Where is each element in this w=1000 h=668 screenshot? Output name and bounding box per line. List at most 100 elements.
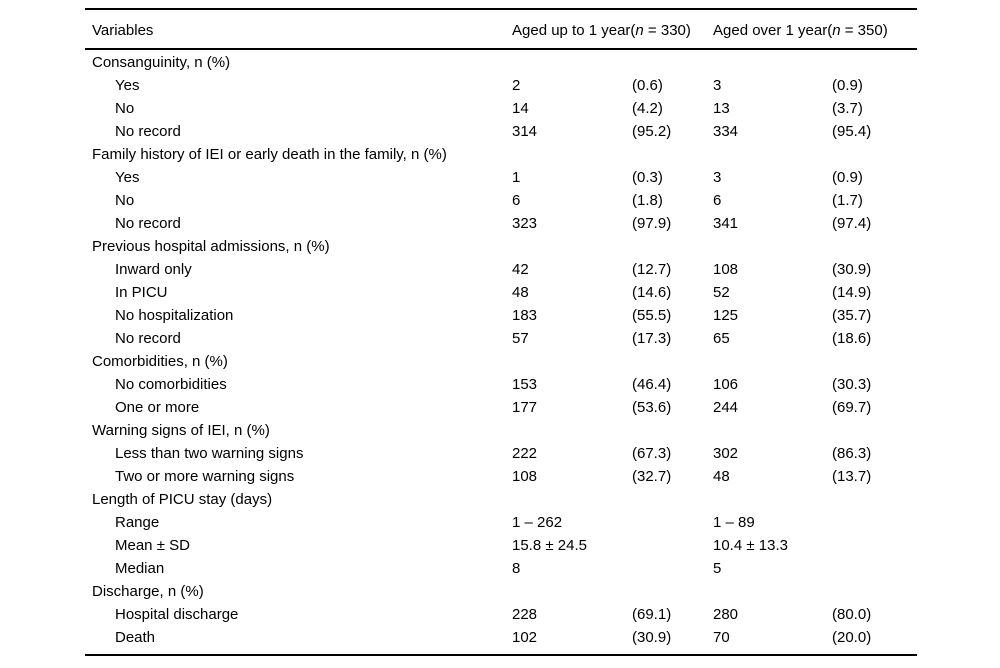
percent-aged-up-to-1-year: (32.7) [632,468,672,485]
count-aged-up-to-1-year: 8 [512,560,521,577]
row-label: Inward only [115,261,192,278]
count-aged-over-1-year: 244 [713,399,739,416]
table-row: No hospitalization 183 (55.5) 125 (35.7) [85,304,917,327]
percent-aged-over-1-year: (86.3) [832,445,872,462]
count-aged-up-to-1-year: 153 [512,376,538,393]
percent-aged-up-to-1-year: (17.3) [632,330,672,347]
percent-aged-over-1-year: (30.9) [832,261,872,278]
table-row: Yes 1 (0.3) 3 (0.9) [85,166,917,189]
count-aged-over-1-year: 52 [713,284,730,301]
table-row: Yes 2 (0.6) 3 (0.9) [85,74,917,97]
table-row: One or more 177 (53.6) 244 (69.7) [85,396,917,419]
percent-aged-over-1-year: (30.3) [832,376,872,393]
row-label: Mean ± SD [115,537,190,554]
row-label: Less than two warning signs [115,445,304,462]
header-variables: Variables [92,21,154,39]
count-aged-over-1-year: 106 [713,376,739,393]
percent-aged-up-to-1-year: (46.4) [632,376,672,393]
percent-aged-up-to-1-year: (69.1) [632,606,672,623]
table-row: Less than two warning signs 222 (67.3) 3… [85,442,917,465]
row-label: No comorbidities [115,376,227,393]
count-aged-over-1-year: 334 [713,123,739,140]
percent-aged-up-to-1-year: (30.9) [632,629,672,646]
count-aged-up-to-1-year: 228 [512,606,538,623]
count-aged-up-to-1-year: 42 [512,261,529,278]
percent-aged-up-to-1-year: (4.2) [632,100,663,117]
table-row: No 14 (4.2) 13 (3.7) [85,97,917,120]
header-group2-post: = 350) [840,21,888,39]
row-label: Warning signs of IEI, n (%) [92,422,270,439]
table-row: No record 57 (17.3) 65 (18.6) [85,327,917,350]
header-group1-post: = 330) [643,21,691,39]
count-aged-up-to-1-year: 314 [512,123,538,140]
row-label: Previous hospital admissions, n (%) [92,238,330,255]
table-row: Mean ± SD 15.8 ± 24.5 10.4 ± 13.3 [85,534,917,557]
count-aged-over-1-year: 302 [713,445,739,462]
row-label: No record [115,330,181,347]
percent-aged-over-1-year: (95.4) [832,123,872,140]
table-row: Family history of IEI or early death in … [85,143,917,166]
table-header-row: Variables Aged up to 1 year(n = 330) Age… [85,8,917,50]
count-aged-up-to-1-year: 222 [512,445,538,462]
count-aged-up-to-1-year: 102 [512,629,538,646]
count-aged-over-1-year: 3 [713,169,722,186]
row-label: Length of PICU stay (days) [92,491,273,508]
row-label: No hospitalization [115,307,234,324]
row-label: No [115,100,135,117]
count-aged-over-1-year: 3 [713,77,722,94]
percent-aged-over-1-year: (14.9) [832,284,872,301]
percent-aged-up-to-1-year: (0.3) [632,169,663,186]
table-row: Range 1 – 262 1 – 89 [85,511,917,534]
row-label: Two or more warning signs [115,468,295,485]
count-aged-over-1-year: 10.4 ± 13.3 [713,537,788,554]
row-label: Hospital discharge [115,606,239,623]
row-label: Comorbidities, n (%) [92,353,228,370]
percent-aged-over-1-year: (35.7) [832,307,872,324]
percent-aged-over-1-year: (0.9) [832,77,863,94]
table-row: Death 102 (30.9) 70 (20.0) [85,626,917,649]
table-row: Comorbidities, n (%) [85,350,917,373]
count-aged-over-1-year: 70 [713,629,730,646]
table-row: Length of PICU stay (days) [85,488,917,511]
table-row: Inward only 42 (12.7) 108 (30.9) [85,258,917,281]
percent-aged-over-1-year: (20.0) [832,629,872,646]
percent-aged-up-to-1-year: (53.6) [632,399,672,416]
header-group-aged-up-to-1-year: Aged up to 1 year(n = 330) [512,22,713,39]
count-aged-up-to-1-year: 14 [512,100,529,117]
row-label: No record [115,123,181,140]
row-label: Yes [115,169,140,186]
table-row: Hospital discharge 228 (69.1) 280 (80.0) [85,603,917,626]
percent-aged-over-1-year: (1.7) [832,192,863,209]
percent-aged-over-1-year: (69.7) [832,399,872,416]
percent-aged-up-to-1-year: (67.3) [632,445,672,462]
table-row: No record 323 (97.9) 341 (97.4) [85,212,917,235]
count-aged-over-1-year: 6 [713,192,722,209]
baseline-characteristics-table: Variables Aged up to 1 year(n = 330) Age… [85,8,917,656]
header-group1-n: n [635,21,644,39]
count-aged-up-to-1-year: 1 [512,169,521,186]
count-aged-over-1-year: 48 [713,468,730,485]
table-body: Consanguinity, n (%) Yes 2 (0.6) 3 (0.9)… [85,50,917,656]
table-row: Two or more warning signs 108 (32.7) 48 … [85,465,917,488]
row-label: No record [115,215,181,232]
table-row: Consanguinity, n (%) [85,51,917,74]
percent-aged-over-1-year: (3.7) [832,100,863,117]
row-label: Range [115,514,160,531]
row-label: Family history of IEI or early death in … [92,146,447,163]
row-label: Discharge, n (%) [92,583,204,600]
table-row: Median 8 5 [85,557,917,580]
count-aged-over-1-year: 125 [713,307,739,324]
count-aged-up-to-1-year: 183 [512,307,538,324]
percent-aged-up-to-1-year: (95.2) [632,123,672,140]
count-aged-up-to-1-year: 57 [512,330,529,347]
count-aged-over-1-year: 1 – 89 [713,514,755,531]
count-aged-over-1-year: 341 [713,215,739,232]
count-aged-up-to-1-year: 323 [512,215,538,232]
count-aged-up-to-1-year: 15.8 ± 24.5 [512,537,587,554]
percent-aged-up-to-1-year: (0.6) [632,77,663,94]
percent-aged-up-to-1-year: (97.9) [632,215,672,232]
count-aged-up-to-1-year: 108 [512,468,538,485]
row-label: One or more [115,399,200,416]
count-aged-over-1-year: 280 [713,606,739,623]
